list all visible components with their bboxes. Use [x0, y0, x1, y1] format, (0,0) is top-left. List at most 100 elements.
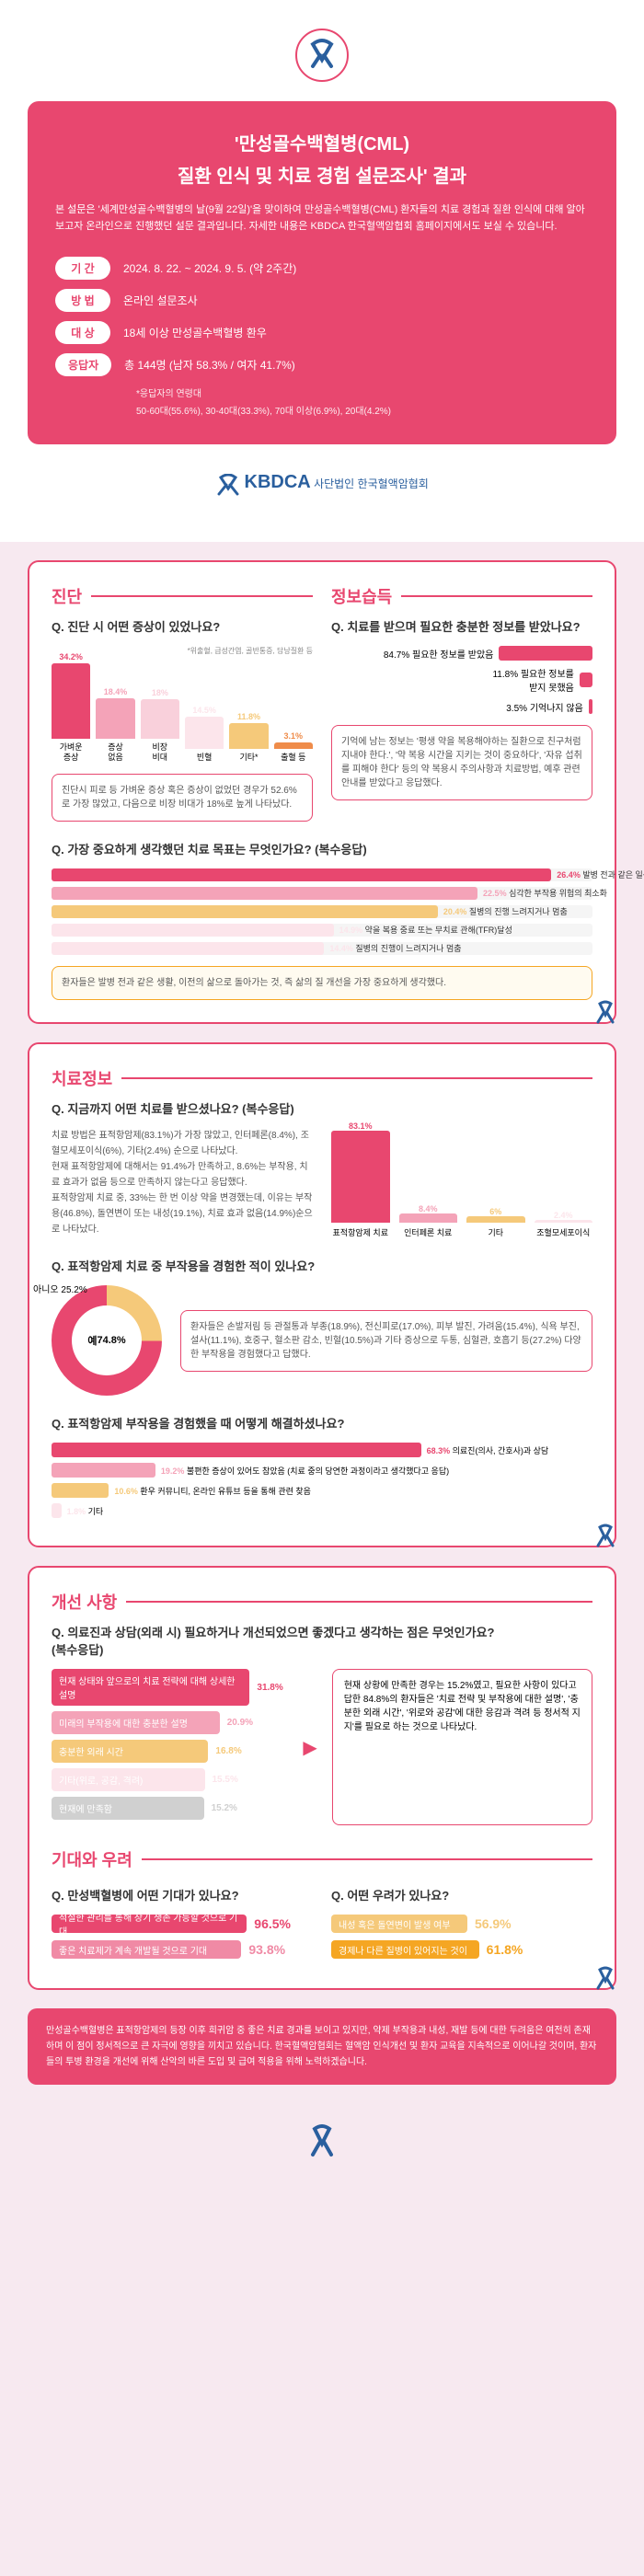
goal-bar: 14.9% 약을 복용 중료 또는 무치료 관해(TFR)달성: [52, 924, 592, 937]
ribbon-decor-icon: [591, 998, 620, 1028]
diagnosis-col: 진단 Q. 진단 시 어떤 증상이 있었나요? *위출혈, 급성간염, 골반통증…: [52, 584, 313, 822]
goal-note: 환자들은 발병 전과 같은 생활, 이전의 삶으로 돌아가는 것, 즉 삶의 질…: [52, 966, 592, 1000]
info-label: 기 간: [55, 257, 110, 280]
worry-col: Q. 어떤 우려가 있나요? 내성 혹은 돌연변이 발생 여부56.9% 경제나 …: [331, 1877, 592, 1966]
treat-q3: Q. 표적항암제 부작용을 경험했을 때 어떻게 해결하셨나요?: [52, 1414, 592, 1432]
improve-q: Q. 의료진과 상담(외래 시) 필요하거나 개선되었으면 좋겠다고 생각하는 …: [52, 1623, 592, 1658]
info-row: 방 법온라인 설문조사: [55, 289, 589, 312]
expect-bar: 적절한 관리를 통해 장기 생존 가능할 것으로 기대96.5%: [52, 1915, 313, 1933]
improve-callout: 현재 상황에 만족한 경우는 15.2%였고, 필요한 사항이 있다고 답한 8…: [332, 1669, 592, 1825]
kbdca-logo: KBDCA 사단법인 한국혈액암협회: [0, 463, 644, 523]
worry-bar: 경제나 다른 질병이 있어지는 것이61.8%: [331, 1940, 592, 1959]
info-bar: 11.8% 필요한 정보를 받지 못했음: [331, 666, 592, 694]
goal-bar: 20.4% 질병의 진행 느려지거나 멈춤: [52, 905, 592, 918]
treat-title: 치료정보: [52, 1066, 592, 1090]
treat-intro: 치료 방법은 표적항암제(83.1%)가 가장 많았고, 인터페론(8.4%),…: [52, 1128, 313, 1238]
info-q1: Q. 치료를 받으며 필요한 충분한 정보를 받았나요?: [331, 617, 592, 635]
diag-title: 진단: [52, 584, 313, 608]
treat-q1: Q. 지금까지 어떤 치료를 받으셨나요? (복수응답): [52, 1099, 592, 1117]
info-label: 대 상: [55, 321, 110, 344]
diag-bar-chart: 34.2%가벼운증상18.4%증상없음18%비장비대14.5%빈혈11.8%기타…: [52, 661, 313, 763]
treat-q2: Q. 표적항암제 치료 중 부작용을 경험한 적이 있나요?: [52, 1257, 592, 1274]
treat-q3-bars: 68.3% 의료진(의사, 간호사)과 상담 19.2% 불편한 증상이 있어도 …: [52, 1443, 592, 1518]
goal-bar: 22.5% 심각한 부작용 위험의 최소화: [52, 887, 592, 900]
org-name: KBDCA: [245, 472, 311, 492]
info-note: 기억에 남는 정보는 '평생 약을 복용해야하는 질환으로 친구처럼 지내야 한…: [331, 725, 592, 800]
section-treatment: 치료정보 Q. 지금까지 어떤 치료를 받으셨나요? (복수응답) 치료 방법은…: [28, 1042, 616, 1547]
treat-vbar: 83.1%표적항암제 치료: [331, 1121, 390, 1238]
info-value: 18세 이상 만성골수백혈병 환우: [123, 325, 267, 340]
improve-bar: 충분한 외래 시간16.8%: [52, 1740, 288, 1763]
expect-col: Q. 만성백혈병에 어떤 기대가 있나요? 적절한 관리를 통해 장기 생존 가…: [52, 1877, 313, 1966]
side-effect-donut: 예 74.8% 아니오 25.2%: [52, 1285, 162, 1396]
diag-bar: 14.5%빈혈: [185, 706, 224, 763]
resolve-bar: 1.8% 기타: [52, 1503, 592, 1518]
expect-bar: 좋은 치료제가 계속 개발될 것으로 기대93.8%: [52, 1940, 313, 1959]
expect-q1: Q. 만성백혈병에 어떤 기대가 있나요?: [52, 1886, 313, 1903]
resolve-bar: 19.2% 불편한 증상이 있어도 참았음 (치료 중의 당연한 과정이라고 생…: [52, 1463, 592, 1478]
diag-q1: Q. 진단 시 어떤 증상이 있었나요?: [52, 617, 313, 635]
info-col: 정보습득 Q. 치료를 받으며 필요한 충분한 정보를 받았나요? 84.7% …: [331, 584, 592, 822]
donut-wrap: 예 74.8% 아니오 25.2% 환자들은 손발저림 등 관절통과 부종(18…: [52, 1285, 592, 1396]
info-value: 2024. 8. 22. ~ 2024. 9. 5. (약 2주간): [123, 260, 296, 276]
worry-bars: 내성 혹은 돌연변이 발생 여부56.9% 경제나 다른 질병이 있어지는 것이6…: [331, 1915, 592, 1959]
title-line-2: 질환 인식 및 치료 경험 설문조사' 결과: [55, 161, 589, 188]
donut-note: 환자들은 손발저림 등 관절통과 부종(18.9%), 전신피로(17.0%),…: [180, 1310, 592, 1372]
improve-row: 현재 상태와 앞으로의 치료 전략에 대해 상세한 설명31.8% 미래의 부작용…: [52, 1669, 592, 1825]
diag-bar: 18.4%증상없음: [96, 687, 134, 763]
section-diagnosis-info: 진단 Q. 진단 시 어떤 증상이 있었나요? *위출혈, 급성간염, 골반통증…: [28, 560, 616, 1024]
info-row: 기 간 2024. 8. 22. ~ 2024. 9. 5. (약 2주간): [55, 257, 589, 280]
treat-vbar: 8.4%인터페론 치료: [399, 1204, 458, 1238]
diag-legend: *위출혈, 급성간염, 골반통증, 담낭질환 등: [52, 646, 313, 656]
title-card: '만성골수백혈병(CML) 질환 인식 및 치료 경험 설문조사' 결과 본 설…: [28, 101, 616, 444]
info-bars: 84.7% 필요한 정보를 받았음 11.8% 필요한 정보를 받지 못했음 3.5…: [331, 646, 592, 714]
improve-bars: 현재 상태와 앞으로의 치료 전략에 대해 상세한 설명31.8% 미래의 부작용…: [52, 1669, 288, 1825]
donut-yes-label: 예 74.8%: [72, 1305, 142, 1375]
donut-no-label: 아니오 25.2%: [33, 1282, 87, 1295]
resolve-bar: 68.3% 의료진(의사, 간호사)과 상담: [52, 1443, 592, 1457]
improve-title: 개선 사항: [52, 1590, 592, 1614]
treat-vbar: 2.4%조혈모세포이식: [535, 1211, 593, 1238]
goal-bar: 14.4% 질병의 진행이 느려지거나 멈춤: [52, 942, 592, 955]
header: '만성골수백혈병(CML) 질환 인식 및 치료 경험 설문조사' 결과 본 설…: [0, 0, 644, 542]
info-row: 응답자 총 144명 (남자 58.3% / 여자 41.7%): [55, 353, 589, 376]
info-value: 온라인 설문조사: [123, 293, 198, 308]
improve-bar: 현재에 만족함15.2%: [52, 1797, 288, 1820]
expect-q2: Q. 어떤 우려가 있나요?: [331, 1886, 592, 1903]
info-row: 대 상 18세 이상 만성골수백혈병 환우: [55, 321, 589, 344]
ribbon-decor-icon: [591, 1522, 620, 1551]
intro-text: 본 설문은 '세계만성골수백혈병의 날(9월 22일)'을 맞이하여 만성골수백…: [55, 202, 589, 235]
section-improve-expect: 개선 사항 Q. 의료진과 상담(외래 시) 필요하거나 개선되었으면 좋겠다고…: [28, 1566, 616, 1990]
expect-title: 기대와 우려: [52, 1847, 592, 1871]
improve-bar: 기타(위로, 공감, 격려)15.5%: [52, 1768, 288, 1791]
footer-ribbon-icon: [0, 2103, 644, 2200]
diag-bar: 11.8%기타*: [229, 712, 268, 763]
info-label: 응답자: [55, 353, 111, 376]
ribbon-decor-icon: [591, 1964, 620, 1994]
info-bar: 84.7% 필요한 정보를 받았음: [331, 646, 592, 661]
info-rows: 기 간 2024. 8. 22. ~ 2024. 9. 5. (약 2주간) 방 법…: [55, 257, 589, 376]
expect-bars: 적절한 관리를 통해 장기 생존 가능할 것으로 기대96.5% 좋은 치료제가 …: [52, 1915, 313, 1959]
treat-vbars: 83.1%표적항암제 치료8.4%인터페론 치료6%기타2.4%조혈모세포이식: [331, 1128, 592, 1238]
info-bar: 3.5% 기억나지 않음: [331, 699, 592, 714]
goal-bars: 26.4% 발병 전과 같은 일상생활 유지 22.5% 심각한 부작용 위험의 …: [52, 868, 592, 955]
improve-bar: 현재 상태와 앞으로의 치료 전략에 대해 상세한 설명31.8%: [52, 1669, 288, 1706]
diag-bar: 18%비장비대: [141, 688, 179, 763]
age-note-title: *응답자의 연령대: [55, 385, 589, 399]
treat-vbar: 6%기타: [466, 1207, 525, 1238]
worry-bar: 내성 혹은 돌연변이 발생 여부56.9%: [331, 1915, 592, 1933]
goal-q: Q. 가장 중요하게 생각했던 치료 목표는 무엇인가요? (복수응답): [52, 840, 592, 857]
age-note: 50-60대(55.6%), 30-40대(33.3%), 70대 이상(6.9…: [55, 403, 589, 417]
arrow-icon: ▶: [303, 1736, 316, 1759]
info-value: 총 144명 (남자 58.3% / 여자 41.7%): [124, 357, 295, 373]
improve-bar: 미래의 부작용에 대한 충분한 설명20.9%: [52, 1711, 288, 1734]
ribbon-logo-icon: [294, 28, 350, 83]
org-sub: 사단법인 한국혈액암협회: [314, 477, 429, 490]
info-title: 정보습득: [331, 584, 592, 608]
footer-note: 만성골수백혈병은 표적항암제의 등장 이후 희귀암 중 좋은 치료 경과를 보이…: [28, 2008, 616, 2085]
goal-bar: 26.4% 발병 전과 같은 일상생활 유지: [52, 868, 592, 881]
resolve-bar: 10.6% 환우 커뮤니티, 온라인 유튜브 등을 통해 관련 찾음: [52, 1483, 592, 1498]
diag-bar: 3.1%출혈 등: [274, 731, 313, 763]
title-line-1: '만성골수백혈병(CML): [55, 129, 589, 155]
diag-note: 진단시 피로 등 가벼운 증상 혹은 증상이 없었던 경우가 52.6%로 가장…: [52, 774, 313, 822]
